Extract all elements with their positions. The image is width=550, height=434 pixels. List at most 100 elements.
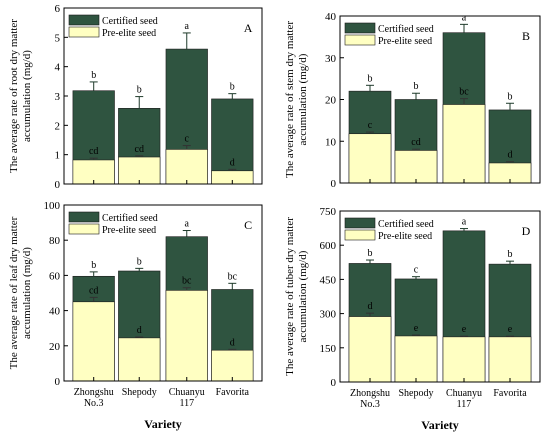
significance-letter: bc: [228, 271, 238, 282]
x-tick-label: Shepody: [399, 388, 434, 399]
legend-swatch: [344, 22, 376, 34]
y-tick-label: 300: [320, 309, 337, 321]
y-tick-label: 20: [49, 341, 61, 353]
significance-letter: d: [508, 150, 513, 161]
significance-letter: a: [462, 217, 467, 228]
y-axis-label: The average rate of stem dry matteraccum…: [284, 21, 309, 178]
y-tick-label: 20: [325, 95, 337, 107]
x-tick-label: Favorita: [216, 387, 250, 398]
significance-letter: b: [137, 85, 142, 96]
significance-letter: b: [91, 260, 96, 271]
significance-letter: cd: [411, 137, 420, 148]
y-tick-label: 0: [331, 377, 337, 389]
x-tick-label: Shepody: [122, 387, 157, 398]
legend-swatch: [344, 229, 376, 241]
significance-letter: d: [230, 157, 235, 168]
x-tick-label: Chuanyu 117: [446, 388, 482, 410]
y-axis-label: The average rate of tuber dry matteraccu…: [284, 217, 309, 376]
significance-letter: a: [185, 21, 190, 32]
y-tick-label: 3: [55, 91, 61, 103]
legend-label: Pre-elite seed: [378, 36, 432, 47]
y-tick-label: 80: [49, 235, 61, 247]
panel-label: A: [244, 21, 253, 35]
y-tick-label: 0: [331, 178, 337, 190]
legend-swatch: [344, 34, 376, 46]
significance-letter: e: [462, 324, 467, 335]
significance-letter: b: [368, 248, 373, 259]
preelite-bar: [165, 290, 208, 382]
significance-letter: e: [508, 324, 513, 335]
y-tick-label: 600: [320, 240, 337, 252]
legend-swatch: [68, 26, 100, 38]
significance-letter: c: [185, 134, 190, 145]
y-tick-label: 40: [325, 11, 337, 23]
y-tick-label: 1: [55, 150, 61, 162]
legend-label: Pre-elite seed: [102, 28, 156, 39]
preelite-bar: [488, 336, 532, 383]
significance-letter: b: [414, 81, 419, 92]
y-axis-label: The average rate of root dry matteraccum…: [8, 19, 33, 173]
y-tick-label: 30: [325, 53, 337, 65]
x-tick-label: Favorita: [493, 388, 527, 399]
y-tick-label: 40: [49, 306, 61, 318]
significance-letter: b: [368, 73, 373, 84]
significance-letter: bc: [182, 276, 192, 287]
panel-label: B: [522, 29, 530, 43]
significance-letter: cd: [89, 285, 98, 296]
legend-swatch: [68, 223, 100, 235]
preelite-bar: [211, 349, 254, 382]
significance-letter: c: [414, 265, 419, 276]
x-tick-label: Chuanyu 117: [169, 387, 205, 409]
preelite-bar: [72, 159, 115, 185]
significance-letter: a: [185, 219, 190, 230]
y-tick-label: 60: [49, 270, 61, 282]
preelite-bar: [165, 149, 208, 185]
legend-label: Certified seed: [378, 219, 434, 230]
preelite-bar: [442, 336, 486, 383]
significance-letter: d: [230, 337, 235, 348]
significance-letter: e: [414, 323, 419, 334]
preelite-bar: [72, 301, 115, 382]
plot-frame: [63, 204, 263, 382]
legend-label: Pre-elite seed: [102, 225, 156, 236]
y-tick-label: 0: [55, 376, 61, 388]
significance-letter: b: [508, 91, 513, 102]
significance-letter: b: [230, 82, 235, 93]
y-tick-label: 4: [55, 62, 61, 74]
preelite-bar: [394, 150, 438, 184]
y-tick-label: 0: [55, 179, 61, 191]
significance-letter: b: [508, 249, 513, 260]
preelite-bar: [118, 156, 161, 185]
plot-frame: [339, 210, 541, 383]
significance-letter: cd: [135, 144, 144, 155]
significance-letter: a: [462, 12, 467, 23]
preelite-bar: [348, 316, 392, 383]
chart-panel-c: b b a bc cd d bc d 0 20 40 60 80 100 C Certified seedPr…: [8, 200, 263, 431]
legend-swatch: [68, 211, 100, 223]
y-tick-label: 2: [55, 120, 61, 132]
y-tick-label: 150: [320, 343, 337, 355]
y-tick-label: 5: [55, 32, 61, 44]
significance-letter: d: [368, 301, 373, 312]
legend-label: Pre-elite seed: [378, 231, 432, 242]
y-tick-label: 100: [44, 200, 61, 212]
x-tick-label: Zhongshu No.3: [350, 388, 390, 410]
y-axis-label: The average rate of leaf dry matteraccum…: [8, 216, 33, 369]
preelite-bar: [394, 335, 438, 383]
x-axis-label: Variety: [144, 417, 182, 431]
y-tick-label: 6: [55, 3, 61, 15]
legend-swatch: [344, 217, 376, 229]
preelite-bar: [118, 337, 161, 382]
y-tick-label: 450: [320, 274, 337, 286]
x-axis-label: Variety: [421, 418, 459, 432]
preelite-bar: [348, 133, 392, 184]
significance-letter: cd: [89, 146, 98, 157]
legend-label: Certified seed: [102, 16, 158, 27]
chart-panel-d: b c a b d e e e 0 150 300 450 600 750 D Certified seedP…: [284, 206, 541, 432]
y-tick-label: 10: [325, 136, 337, 148]
preelite-bar: [442, 104, 486, 184]
panel-label: D: [522, 224, 531, 238]
